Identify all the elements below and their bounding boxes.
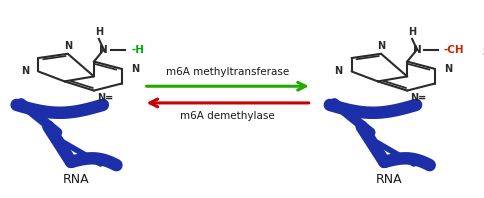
Text: -H: -H: [132, 45, 145, 54]
Text: N: N: [131, 64, 139, 74]
Text: N: N: [64, 41, 72, 51]
Text: N: N: [413, 45, 422, 54]
Text: N: N: [377, 41, 385, 51]
Text: N=: N=: [410, 93, 426, 103]
Text: N: N: [444, 64, 452, 74]
Text: RNA: RNA: [62, 173, 89, 187]
Text: m6A methyltransferase: m6A methyltransferase: [166, 68, 289, 77]
Text: 3: 3: [483, 48, 484, 57]
Text: -CH: -CH: [443, 45, 464, 54]
Text: RNA: RNA: [376, 173, 402, 187]
Text: N: N: [334, 67, 343, 76]
Text: N: N: [99, 45, 108, 54]
Text: N: N: [21, 67, 29, 76]
Text: H: H: [408, 27, 416, 37]
Text: N=: N=: [97, 93, 113, 103]
Text: m6A demethylase: m6A demethylase: [181, 111, 275, 121]
Text: H: H: [95, 27, 103, 37]
